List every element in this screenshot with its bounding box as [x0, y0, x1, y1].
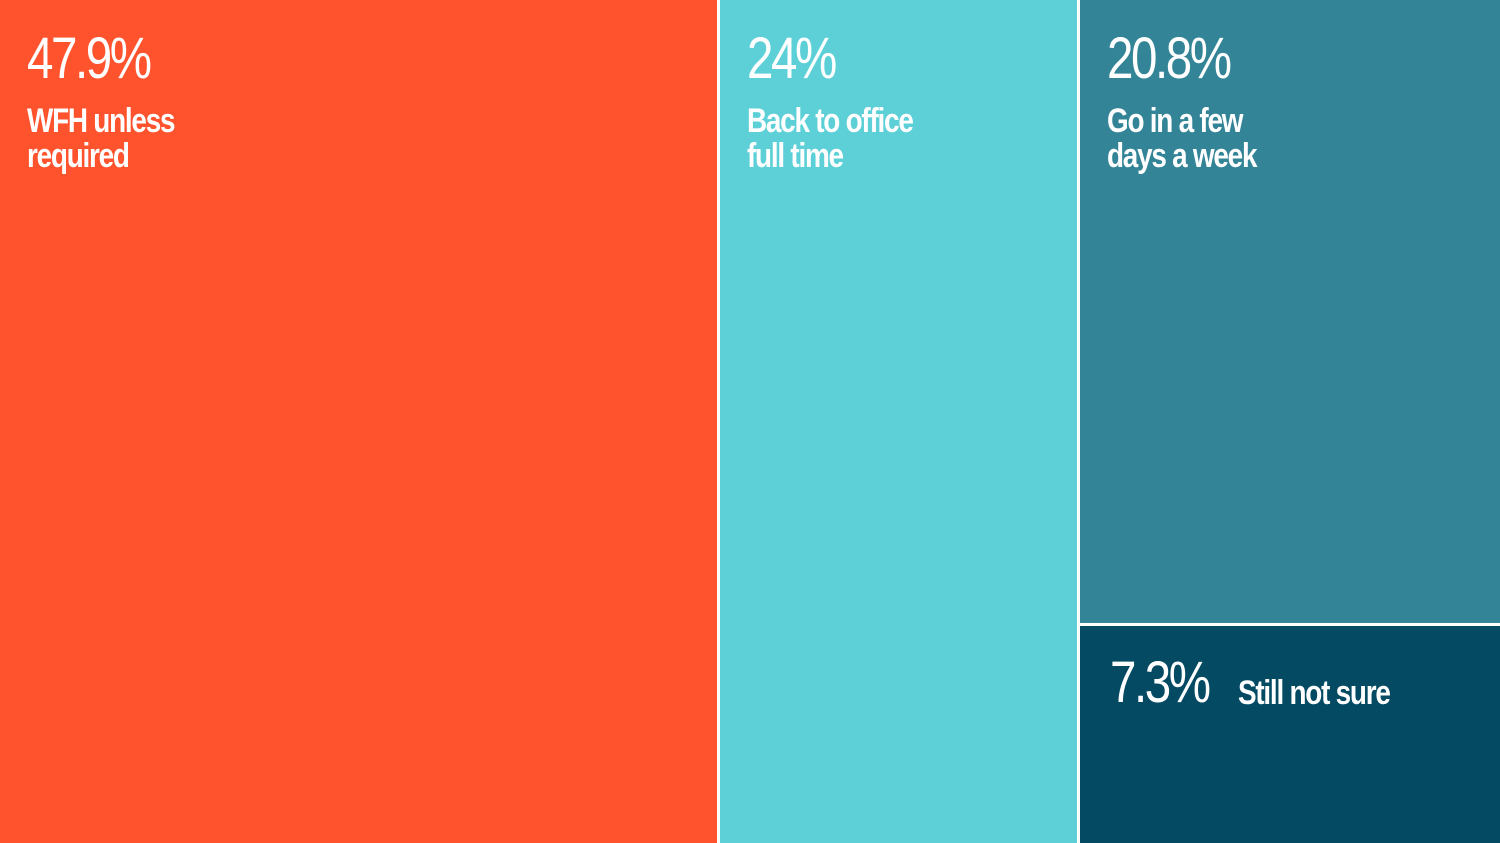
tile-still-not-sure: 7.3% Still not sure [1080, 625, 1500, 843]
tile-wfh-unless-required: 47.9% WFH unless required [0, 0, 717, 843]
tile-category-label: Back to office full time [747, 102, 914, 175]
tile-category-label: Go in a few days a week [1107, 102, 1257, 175]
tile-value-label: 47.9% [27, 26, 152, 91]
tile-category-label: WFH unless required [27, 102, 175, 175]
tile-back-to-office-full-time: 24% Back to office full time [720, 0, 1077, 843]
tile-value-label: 24% [747, 26, 837, 91]
tile-value-label: 7.3% [1110, 649, 1211, 715]
tile-category-label: Still not sure [1238, 673, 1391, 712]
tile-go-in-a-few-days-a-week: 20.8% Go in a few days a week [1080, 0, 1500, 623]
tile-value-label: 20.8% [1107, 26, 1232, 91]
